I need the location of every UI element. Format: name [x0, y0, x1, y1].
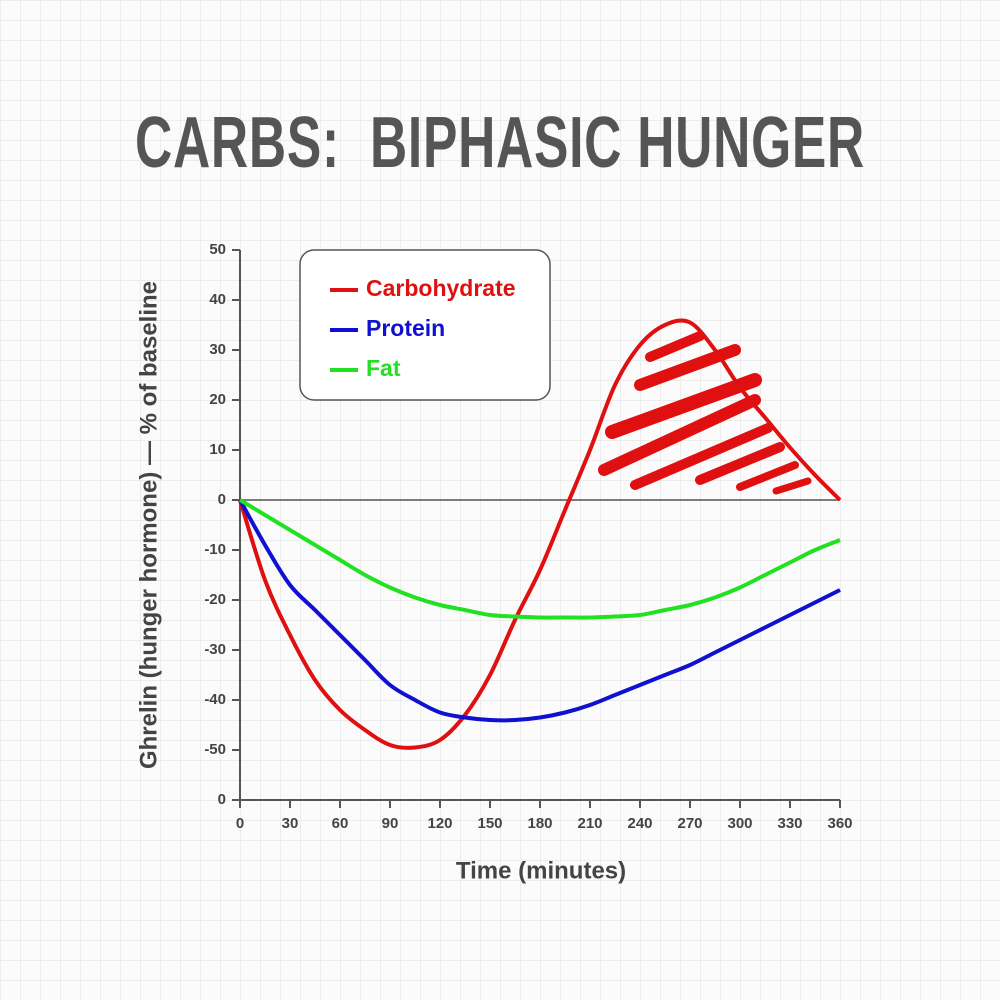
y-tick-label: 0	[218, 791, 226, 808]
series-line	[238, 498, 841, 620]
x-axis-label: Time (minutes)	[456, 857, 626, 884]
x-tick-label: 210	[577, 815, 602, 832]
x-tick-label: 30	[282, 815, 299, 832]
y-tick-label: -20	[204, 591, 226, 608]
x-tick-label: 120	[427, 815, 452, 832]
y-tick-label: -10	[204, 541, 226, 558]
y-tick-label: 30	[209, 341, 226, 358]
y-tick-label: -40	[204, 691, 226, 708]
chart-title: CARBS: BIPHASIC HUNGER	[135, 103, 865, 183]
x-tick-label: 270	[677, 815, 702, 832]
x-tick-label: 330	[777, 815, 802, 832]
y-tick-label: -50	[204, 741, 226, 758]
x-tick-label: 0	[236, 815, 244, 832]
y-tick-label: 40	[209, 291, 226, 308]
legend-label: Carbohydrate	[366, 275, 516, 301]
x-tick-label: 90	[382, 815, 399, 832]
series-line	[238, 318, 842, 750]
x-tick-label: 300	[727, 815, 752, 832]
y-tick-label: 50	[209, 241, 226, 258]
series-line	[238, 499, 841, 723]
y-tick-label: 20	[209, 391, 226, 408]
x-tick-label: 150	[477, 815, 502, 832]
legend-label: Protein	[366, 315, 445, 341]
y-axis-label: Ghrelin (hunger hormone) — % of baseline	[135, 281, 162, 769]
legend-label: Fat	[366, 355, 401, 381]
x-tick-label: 180	[527, 815, 552, 832]
y-tick-label: -30	[204, 641, 226, 658]
hatch	[598, 331, 812, 495]
x-tick-label: 360	[827, 815, 852, 832]
y-tick-label: 10	[209, 441, 226, 458]
x-tick-label: 60	[332, 815, 349, 832]
y-tick-label: 0	[218, 491, 226, 508]
x-tick-label: 240	[627, 815, 652, 832]
legend-box	[299, 249, 551, 401]
